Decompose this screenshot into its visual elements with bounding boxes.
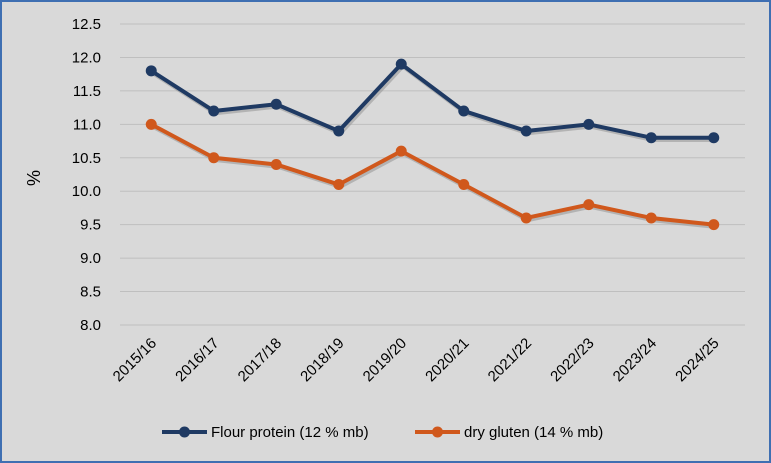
data-point xyxy=(645,212,657,224)
data-point xyxy=(208,152,220,164)
series-line-shadow xyxy=(151,63,716,142)
y-tick-label: 12.0 xyxy=(72,49,101,66)
y-tick-label: 11.0 xyxy=(73,116,101,133)
x-tick-label: 2020/21 xyxy=(422,335,472,385)
y-tick-label: 10.0 xyxy=(72,183,101,200)
y-axis-label: % xyxy=(24,170,44,186)
data-point xyxy=(395,58,407,70)
data-point xyxy=(645,132,657,144)
y-tick-label: 11.5 xyxy=(73,83,101,100)
data-point xyxy=(583,199,595,211)
data-point xyxy=(270,98,282,110)
series-line-1 xyxy=(150,122,714,227)
y-tick-label: 9.0 xyxy=(80,250,101,267)
x-tick-label: 2021/22 xyxy=(485,335,535,385)
data-point xyxy=(583,118,595,130)
legend: Flour protein (12 % mb) dry gluten (14 %… xyxy=(162,424,603,441)
y-tick-label: 10.5 xyxy=(72,150,101,167)
data-point xyxy=(458,179,470,191)
gridlines xyxy=(120,23,745,326)
y-tick-label: 12.5 xyxy=(72,16,101,33)
data-point xyxy=(333,179,345,191)
data-point xyxy=(520,212,532,224)
legend-marker-flour-protein xyxy=(179,426,190,438)
legend-marker-dry-gluten xyxy=(432,426,443,438)
x-tick-label: 2015/16 xyxy=(110,335,160,385)
legend-label-dry-gluten: dry gluten (14 % mb) xyxy=(464,424,603,441)
x-tick-label: 2024/25 xyxy=(672,335,722,385)
x-tick-label: 2017/18 xyxy=(235,335,285,385)
x-tick-label: 2023/24 xyxy=(610,335,660,385)
x-tick-label: 2018/19 xyxy=(297,335,347,385)
data-point xyxy=(458,105,470,117)
x-axis-ticks: 2015/16 2016/17 2017/18 2018/19 2019/20 2020/… xyxy=(110,335,723,385)
data-point xyxy=(333,125,345,137)
data-point xyxy=(395,145,407,157)
data-point xyxy=(708,219,720,231)
series-line-0 xyxy=(150,62,714,140)
x-tick-label: 2022/23 xyxy=(547,335,597,385)
y-tick-label: 8.0 xyxy=(80,317,101,334)
data-point xyxy=(520,125,532,137)
y-axis-ticks: 8.0 8.5 9.0 9.5 10.0 10.5 11.0 11.5 12.0 12.5 xyxy=(72,16,101,334)
x-tick-label: 2019/20 xyxy=(360,335,410,385)
y-tick-label: 9.5 xyxy=(80,217,101,234)
data-point xyxy=(270,158,282,170)
x-tick-label: 2016/17 xyxy=(172,335,222,385)
data-point xyxy=(145,118,157,130)
data-point xyxy=(208,105,220,117)
data-point xyxy=(708,132,720,144)
legend-label-flour-protein: Flour protein (12 % mb) xyxy=(211,424,369,441)
series-lines xyxy=(145,58,720,231)
data-point xyxy=(145,65,157,77)
y-tick-label: 8.5 xyxy=(80,284,101,301)
